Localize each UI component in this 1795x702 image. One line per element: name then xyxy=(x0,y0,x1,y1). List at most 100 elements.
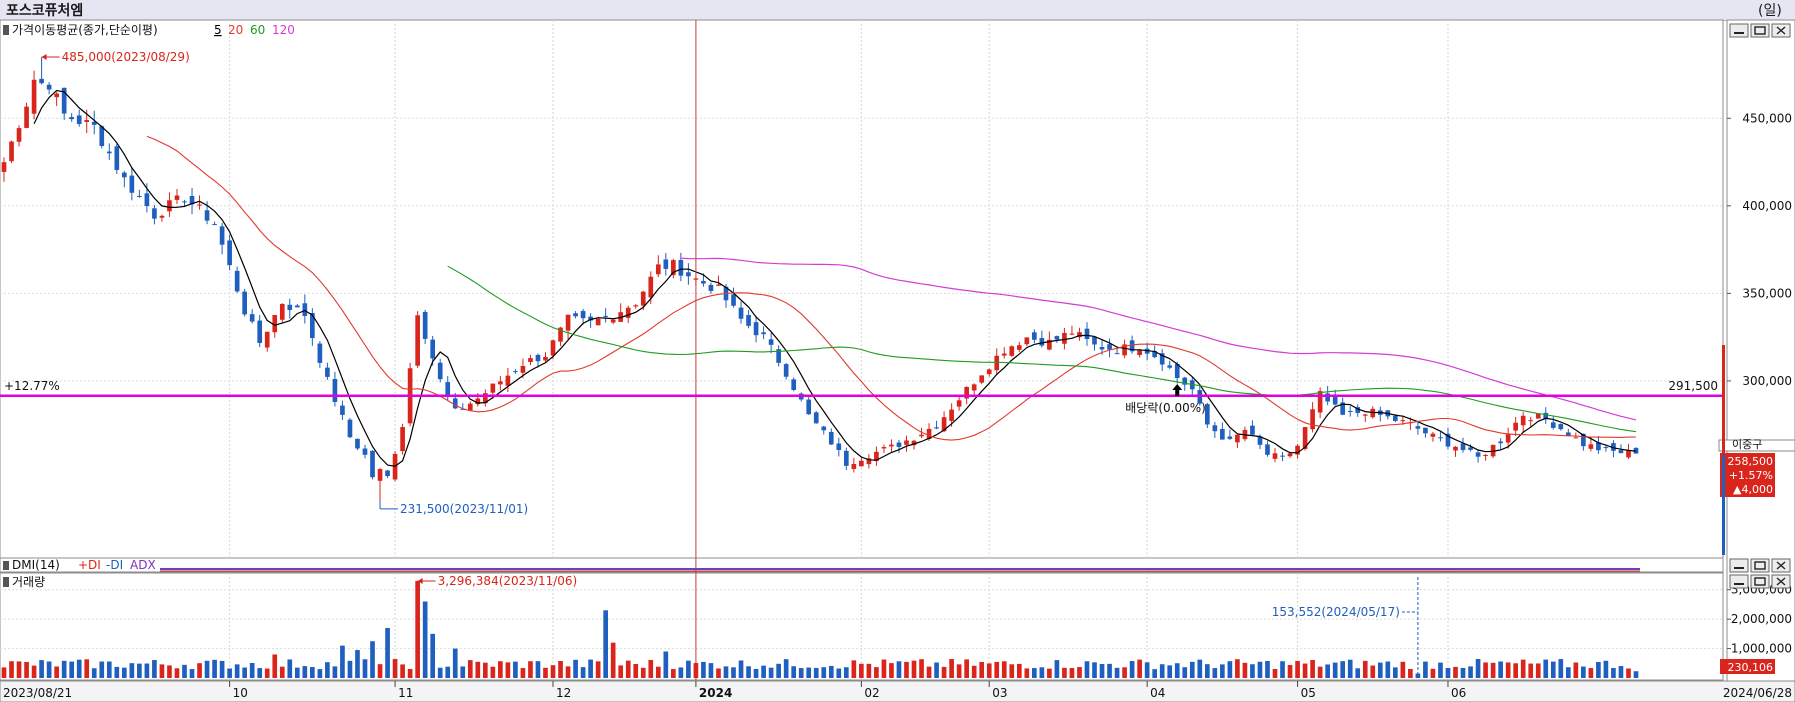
volume-panel-window-minimize-button[interactable] xyxy=(1729,574,1749,589)
candle[interactable] xyxy=(633,305,639,307)
candle[interactable] xyxy=(1062,332,1067,344)
volume-bar[interactable] xyxy=(249,663,255,678)
volume-bar[interactable] xyxy=(385,627,390,678)
candle[interactable] xyxy=(1092,336,1097,345)
dmi-panel-window-maximize-button[interactable] xyxy=(1750,558,1770,573)
volume-bar[interactable] xyxy=(1032,668,1037,678)
volume-bar[interactable] xyxy=(1408,669,1413,678)
volume-bar[interactable] xyxy=(1370,665,1376,678)
volume-bar[interactable] xyxy=(1257,661,1263,678)
candle[interactable] xyxy=(347,419,353,438)
candle[interactable] xyxy=(445,382,451,396)
candle[interactable] xyxy=(1047,339,1052,350)
volume-bar[interactable] xyxy=(1009,664,1015,678)
candle[interactable] xyxy=(1581,433,1586,447)
candle[interactable] xyxy=(249,314,255,322)
volume-bar[interactable] xyxy=(1475,659,1481,678)
volume-bar[interactable] xyxy=(31,665,37,678)
volume-bar[interactable] xyxy=(565,666,571,678)
volume-bar[interactable] xyxy=(1626,668,1631,678)
volume-bar[interactable] xyxy=(340,645,345,678)
candle[interactable] xyxy=(896,442,902,447)
candle[interactable] xyxy=(753,322,759,336)
candle[interactable] xyxy=(1084,328,1090,340)
volume-bar[interactable] xyxy=(1520,659,1526,678)
candle[interactable] xyxy=(46,84,52,90)
legend-handle-icon[interactable] xyxy=(3,25,9,35)
volume-bar[interactable] xyxy=(1340,661,1346,678)
volume-bar[interactable] xyxy=(445,666,451,678)
volume-bar[interactable] xyxy=(460,666,466,678)
candle[interactable] xyxy=(595,318,601,326)
candle[interactable] xyxy=(1310,409,1315,430)
volume-bar[interactable] xyxy=(813,667,819,678)
volume-bar[interactable] xyxy=(1159,664,1165,678)
candle[interactable] xyxy=(746,315,751,326)
volume-panel-window-maximize-button[interactable] xyxy=(1750,574,1770,589)
candle[interactable] xyxy=(1107,344,1112,350)
volume-bar[interactable] xyxy=(430,633,436,678)
candle[interactable] xyxy=(813,412,819,424)
candle[interactable] xyxy=(106,151,112,154)
candle[interactable] xyxy=(881,447,887,449)
candle[interactable] xyxy=(1453,446,1458,451)
candle[interactable] xyxy=(219,226,225,245)
candle[interactable] xyxy=(1355,407,1361,413)
candle[interactable] xyxy=(1009,346,1015,356)
candle[interactable] xyxy=(415,315,420,366)
volume-bar[interactable] xyxy=(655,666,661,678)
volume-bar[interactable] xyxy=(1122,667,1127,678)
candle[interactable] xyxy=(1077,332,1082,338)
volume-bar[interactable] xyxy=(415,580,420,678)
volume-bar[interactable] xyxy=(347,660,353,678)
volume-bar[interactable] xyxy=(467,660,473,678)
volume-bar[interactable] xyxy=(362,659,368,678)
volume-bar[interactable] xyxy=(1302,663,1308,678)
volume-bar[interactable] xyxy=(783,659,789,678)
candle[interactable] xyxy=(490,383,496,393)
candle[interactable] xyxy=(505,375,511,386)
volume-bar[interactable] xyxy=(723,666,729,678)
candle[interactable] xyxy=(1287,453,1293,457)
volume-bar[interactable] xyxy=(106,661,112,678)
volume-bar[interactable] xyxy=(1280,661,1285,678)
volume-bar[interactable] xyxy=(1047,668,1052,678)
volume-bar[interactable] xyxy=(490,666,496,678)
candle[interactable] xyxy=(182,201,187,203)
volume-bar[interactable] xyxy=(1212,668,1218,678)
candle[interactable] xyxy=(137,195,142,197)
candle[interactable] xyxy=(573,313,578,317)
volume-bar[interactable] xyxy=(1513,663,1518,678)
volume-bar[interactable] xyxy=(746,666,751,678)
candle[interactable] xyxy=(1265,444,1270,455)
candle[interactable] xyxy=(69,117,75,120)
candle[interactable] xyxy=(889,444,894,447)
candle[interactable] xyxy=(1618,450,1624,454)
candle[interactable] xyxy=(1513,422,1518,431)
candle[interactable] xyxy=(1250,425,1255,435)
candle[interactable] xyxy=(979,375,985,383)
candle[interactable] xyxy=(1468,447,1473,450)
candle[interactable] xyxy=(513,371,518,373)
volume-bar[interactable] xyxy=(1167,665,1173,678)
volume-bar[interactable] xyxy=(377,664,383,678)
candle[interactable] xyxy=(1152,351,1158,358)
candle[interactable] xyxy=(1122,344,1127,356)
candle[interactable] xyxy=(558,327,563,342)
volume-bar[interactable] xyxy=(558,660,563,678)
volume-bar[interactable] xyxy=(1174,663,1180,678)
volume-bar[interactable] xyxy=(189,669,195,678)
candle[interactable] xyxy=(1212,425,1218,432)
volume-bar[interactable] xyxy=(731,667,736,678)
candle[interactable] xyxy=(761,332,766,335)
volume-bar[interactable] xyxy=(422,601,428,678)
volume-bar[interactable] xyxy=(1573,662,1579,678)
candle[interactable] xyxy=(678,260,684,276)
volume-bar[interactable] xyxy=(1618,666,1624,678)
candle[interactable] xyxy=(580,311,586,319)
volume-bar[interactable] xyxy=(61,660,67,678)
candle[interactable] xyxy=(776,349,781,363)
volume-bar[interactable] xyxy=(219,660,225,678)
candle[interactable] xyxy=(1227,436,1233,439)
candle[interactable] xyxy=(9,141,14,162)
